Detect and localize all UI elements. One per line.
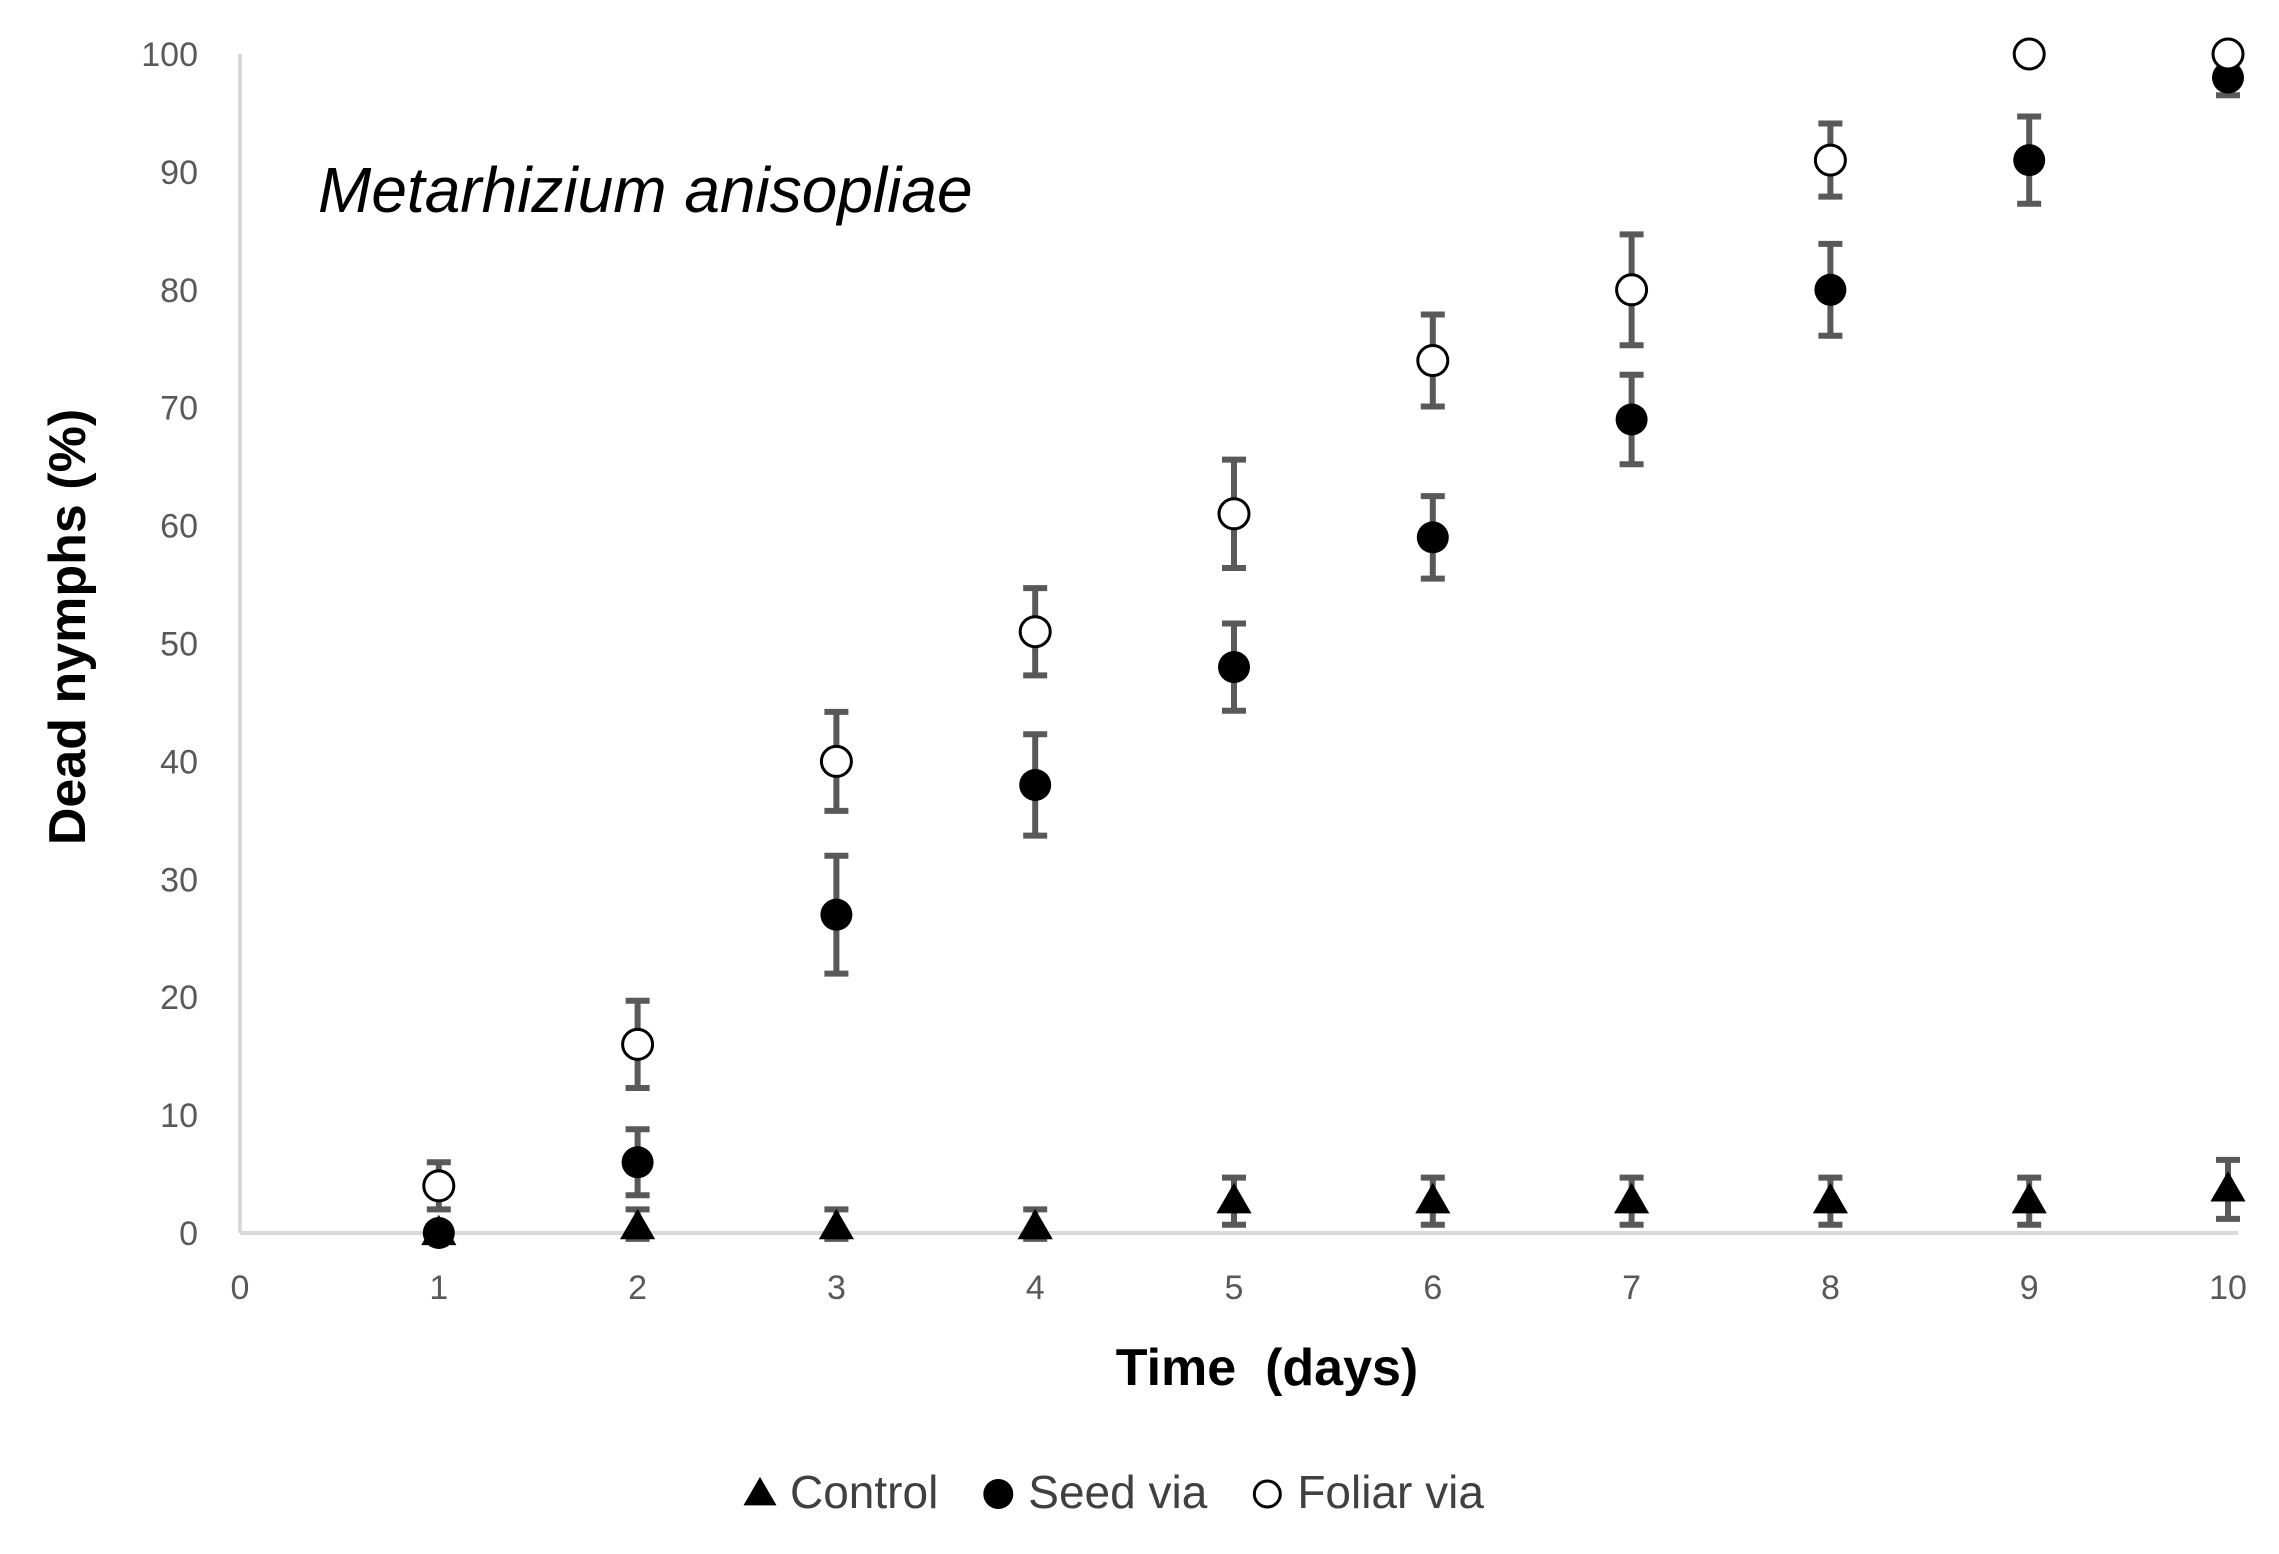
- x-tick-label-3: 3: [827, 1269, 846, 1307]
- y-tick-label-30: 30: [160, 861, 198, 899]
- y-tick-label-60: 60: [160, 508, 198, 546]
- y-tick-label-90: 90: [160, 154, 198, 192]
- point-control-3: [818, 1208, 854, 1240]
- point-seed-via-3: [820, 898, 853, 931]
- point-seed-via-5: [1218, 651, 1250, 684]
- point-foliar-via-2: [621, 1027, 655, 1061]
- point-foliar-via-7: [1615, 273, 1649, 307]
- y-tick-label-100: 100: [141, 36, 198, 74]
- x-tick-label-8: 8: [1821, 1269, 1840, 1307]
- x-tick-labels: 0 1 2 3 4 5 6 7 8 9 10: [231, 1269, 2247, 1307]
- point-foliar-via-9: [2012, 37, 2046, 71]
- point-seed-via-4: [1019, 768, 1052, 801]
- point-foliar-via-6: [1416, 344, 1450, 378]
- legend-marker-seed-via: [983, 1479, 1014, 1509]
- x-tick-label-7: 7: [1622, 1269, 1641, 1307]
- data-markers: [421, 37, 2246, 1249]
- y-tick-label-70: 70: [160, 390, 198, 428]
- point-foliar-via-5: [1217, 497, 1251, 531]
- point-control-5: [1216, 1182, 1252, 1214]
- point-control-10: [2210, 1171, 2246, 1202]
- x-tick-label-6: 6: [1423, 1269, 1442, 1307]
- legend-label-seed-via: Seed via: [1028, 1466, 1207, 1518]
- point-foliar-via-4: [1018, 615, 1052, 649]
- point-control-2: [620, 1208, 656, 1240]
- y-tick-label-10: 10: [160, 1097, 198, 1135]
- y-tick-labels: 0 10 20 30 40 50 60 70 80 90 100: [141, 36, 198, 1253]
- point-seed-via-1: [422, 1217, 455, 1249]
- point-seed-via-8: [1814, 273, 1847, 306]
- point-control-6: [1415, 1182, 1451, 1214]
- point-foliar-via-1: [422, 1169, 456, 1203]
- axes: [238, 54, 2238, 1235]
- legend-label-foliar-via: Foliar via: [1297, 1466, 1484, 1518]
- point-control-7: [1614, 1182, 1650, 1214]
- error-bars: [426, 56, 2240, 1242]
- x-tick-label-5: 5: [1225, 1269, 1244, 1307]
- legend-item-control: Control: [743, 1466, 938, 1518]
- legend-item-foliar-via: Foliar via: [1252, 1466, 1484, 1518]
- point-control-9: [2011, 1182, 2047, 1214]
- y-tick-label-40: 40: [160, 743, 198, 781]
- point-seed-via-6: [1416, 521, 1449, 554]
- legend: Control Seed via Foliar via: [743, 1466, 1484, 1518]
- x-axis-title: Time (days): [1116, 1339, 1418, 1397]
- point-control-4: [1017, 1208, 1053, 1240]
- point-foliar-via-10: [2211, 37, 2245, 71]
- point-foliar-via-8: [1813, 143, 1847, 177]
- point-seed-via-10: [2212, 61, 2244, 94]
- y-axis-title: Dead nymphs (%): [39, 409, 97, 845]
- legend-item-seed-via: Seed via: [983, 1466, 1208, 1518]
- y-tick-label-50: 50: [160, 626, 198, 664]
- point-seed-via-2: [621, 1146, 654, 1179]
- x-tick-label-2: 2: [628, 1269, 647, 1307]
- x-tick-label-9: 9: [2020, 1269, 2039, 1307]
- point-control-8: [1812, 1182, 1848, 1214]
- species-annotation: Metarhizium anisopliae: [318, 154, 973, 226]
- y-tick-label-20: 20: [160, 979, 198, 1017]
- x-tick-label-1: 1: [429, 1269, 448, 1307]
- point-foliar-via-3: [819, 744, 853, 778]
- y-tick-label-0: 0: [179, 1215, 198, 1253]
- x-tick-label-0: 0: [231, 1269, 250, 1307]
- x-tick-label-4: 4: [1026, 1269, 1045, 1307]
- legend-marker-foliar-via: [1252, 1479, 1282, 1509]
- legend-marker-control: [743, 1476, 777, 1506]
- y-tick-label-80: 80: [160, 272, 198, 310]
- x-tick-label-10: 10: [2209, 1269, 2247, 1307]
- point-seed-via-7: [1615, 403, 1648, 436]
- point-seed-via-9: [2013, 144, 2046, 177]
- legend-label-control: Control: [790, 1466, 938, 1518]
